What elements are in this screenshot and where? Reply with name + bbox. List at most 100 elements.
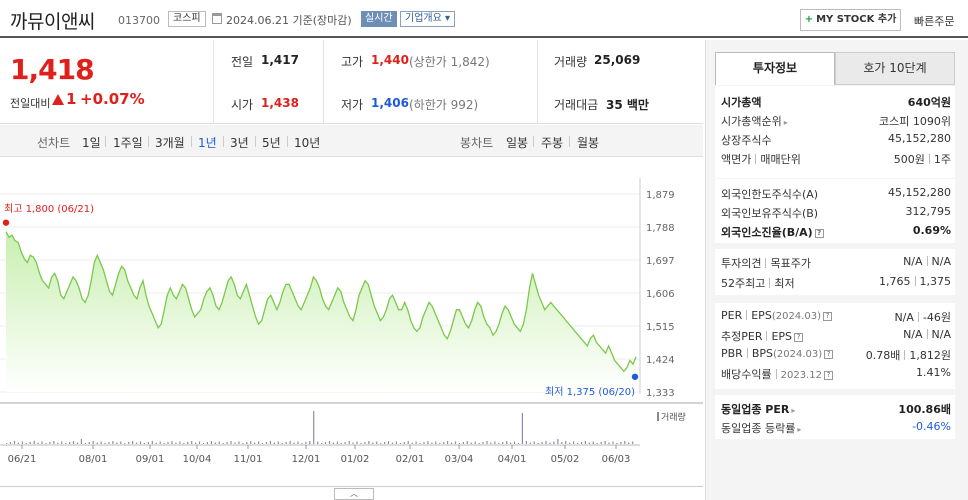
y-tick-label: 1,788 [646,223,675,234]
volume-bar [254,442,256,444]
volume-bar [580,442,583,444]
volume-bar [230,441,232,444]
volume-bar [76,442,79,444]
help-icon[interactable]: ? [822,312,832,321]
volume-bar [147,442,149,444]
high-value: 1,440 [371,53,409,67]
volume-bar [84,443,86,444]
volume-bar [167,442,169,444]
tab-orderbook[interactable]: 호가 10단계 [835,52,955,85]
period-1w[interactable]: 1주일 [113,136,143,150]
volume-bar [486,441,488,444]
valuation-box: PER EPS(2024.03)? N/A -46원 추정PER EPS? N/A N/… [715,303,955,389]
volume-bar [624,441,626,444]
volume-bar [214,442,216,444]
period-10y[interactable]: 10년 [294,136,321,150]
arrow-right-icon[interactable]: ▸ [791,406,796,415]
stock-name: 까뮤이앤씨 [10,11,95,33]
candle-monthly[interactable]: 월봉 [577,136,600,150]
volume-bar [533,441,535,444]
industry-per-row: 동일업종 PER ▸ 100.86배 [721,401,951,419]
week52-low-label: 최저 [774,277,795,290]
help-icon[interactable]: ? [824,350,834,359]
listed-shares-value: 45,152,280 [888,132,951,145]
volume-bar [6,443,8,444]
est-per-label: 추정PER [721,330,763,343]
x-tick-label: 01/02 [341,454,370,465]
industry-change-value: -0.46% [912,420,951,433]
week52-low-value: 1,375 [919,275,952,288]
volume-bar [427,441,429,444]
help-icon[interactable]: ? [794,333,804,342]
y-tick-label: 1,606 [646,289,675,300]
y-tick-labels: 1,879 1,788 1,697 1,606 1,515 1,424 1,333 [646,190,675,399]
opinion-box: 투자의견 목표주가 N/A N/A 52주최고 최저 1,765 1,375 [715,249,955,295]
trade-unit-label: 매매단위 [760,153,801,166]
period-3m[interactable]: 3개월 [155,136,185,150]
period-5y[interactable]: 5년 [262,136,281,150]
volume-bar [537,443,539,444]
volume-bar [458,443,460,444]
volume-bar [466,441,468,444]
target-price-label: 목표주가 [770,257,811,270]
listed-shares-row: 상장주식수 45,152,280 [721,132,951,150]
volume-bar [450,442,453,444]
volume-bar [462,442,464,444]
volume-bar [163,443,165,444]
volume-bar [309,441,311,444]
volume-bar [494,441,496,444]
my-stock-add-button[interactable]: + MY STOCK 추가 [800,9,901,31]
period-1y[interactable]: 1년 [198,136,217,150]
period-3y[interactable]: 3년 [230,136,249,150]
period-1d[interactable]: 1일 [82,136,101,150]
tab-invest-info[interactable]: 투자정보 [715,52,835,85]
collapse-chart-button[interactable]: ︿ [334,488,374,500]
arrow-right-icon[interactable]: ▸ [797,425,802,434]
week52-row: 52주최고 최저 1,765 1,375 [721,275,951,293]
volume-bar [49,442,51,444]
volume-bar [112,441,114,444]
volume-bar [513,441,516,444]
lower-limit: (하한가 992) [409,98,479,112]
price-chart[interactable]: 1,879 1,788 1,697 1,606 1,515 1,424 1,333 최고 1… [0,158,703,486]
candle-daily[interactable]: 일봉 [506,136,529,150]
volume-bar [246,442,248,444]
target-price-value: N/A [931,255,951,268]
separator [255,136,256,147]
market-cap-box: 시가총액 640억원 시가총액순위 ▸ 코스피 1090위 상장주식수 45,15… [715,86,955,178]
volume-bar [506,441,508,444]
volume-bar [391,442,394,444]
realtime-badge[interactable]: 실시간 [361,11,397,27]
market-cap-label: 시가총액 [721,96,762,109]
quick-order-button[interactable]: 빠른주문 [914,15,955,28]
volume-bar [250,441,252,444]
change-label: 전일대비 [10,97,51,110]
volume-bar [104,443,106,444]
eps-value: -46원 [922,311,951,324]
volume-bar [368,441,370,444]
x-tick-label: 06/03 [602,454,631,465]
arrow-right-icon[interactable]: ▸ [783,118,788,127]
volume-bar [297,441,299,444]
volume-bar [608,442,610,444]
volume-bar [502,442,504,444]
foreign-limit-value: 45,152,280 [888,186,951,199]
price-area-fill [6,231,636,392]
invest-info-panel: 투자정보 호가 10단계 시가총액 640억원 시가총액순위 ▸ 코스피 1090… [705,40,968,500]
volume-bar [45,443,47,444]
change-amount-value: 1 [66,90,77,108]
volume-bar [57,442,59,444]
opinion-row: 투자의견 목표주가 N/A N/A [721,255,951,273]
est-per-row: 추정PER EPS? N/A N/A [721,328,951,346]
company-overview-dropdown[interactable]: 기업개요 ▾ [400,11,455,27]
candle-weekly[interactable]: 주봉 [541,136,564,150]
y-tick-label: 1,697 [646,256,675,267]
par-value-label: 액면가 [721,153,752,166]
volume-bar [61,441,63,444]
help-icon[interactable]: ? [823,371,833,380]
listed-shares-label: 상장주식수 [721,134,772,147]
bps-value: 1,812원 [909,349,951,362]
help-icon[interactable]: ? [814,229,824,238]
trade-value-label: 거래대금 [554,98,599,112]
volume-bar [395,441,397,444]
